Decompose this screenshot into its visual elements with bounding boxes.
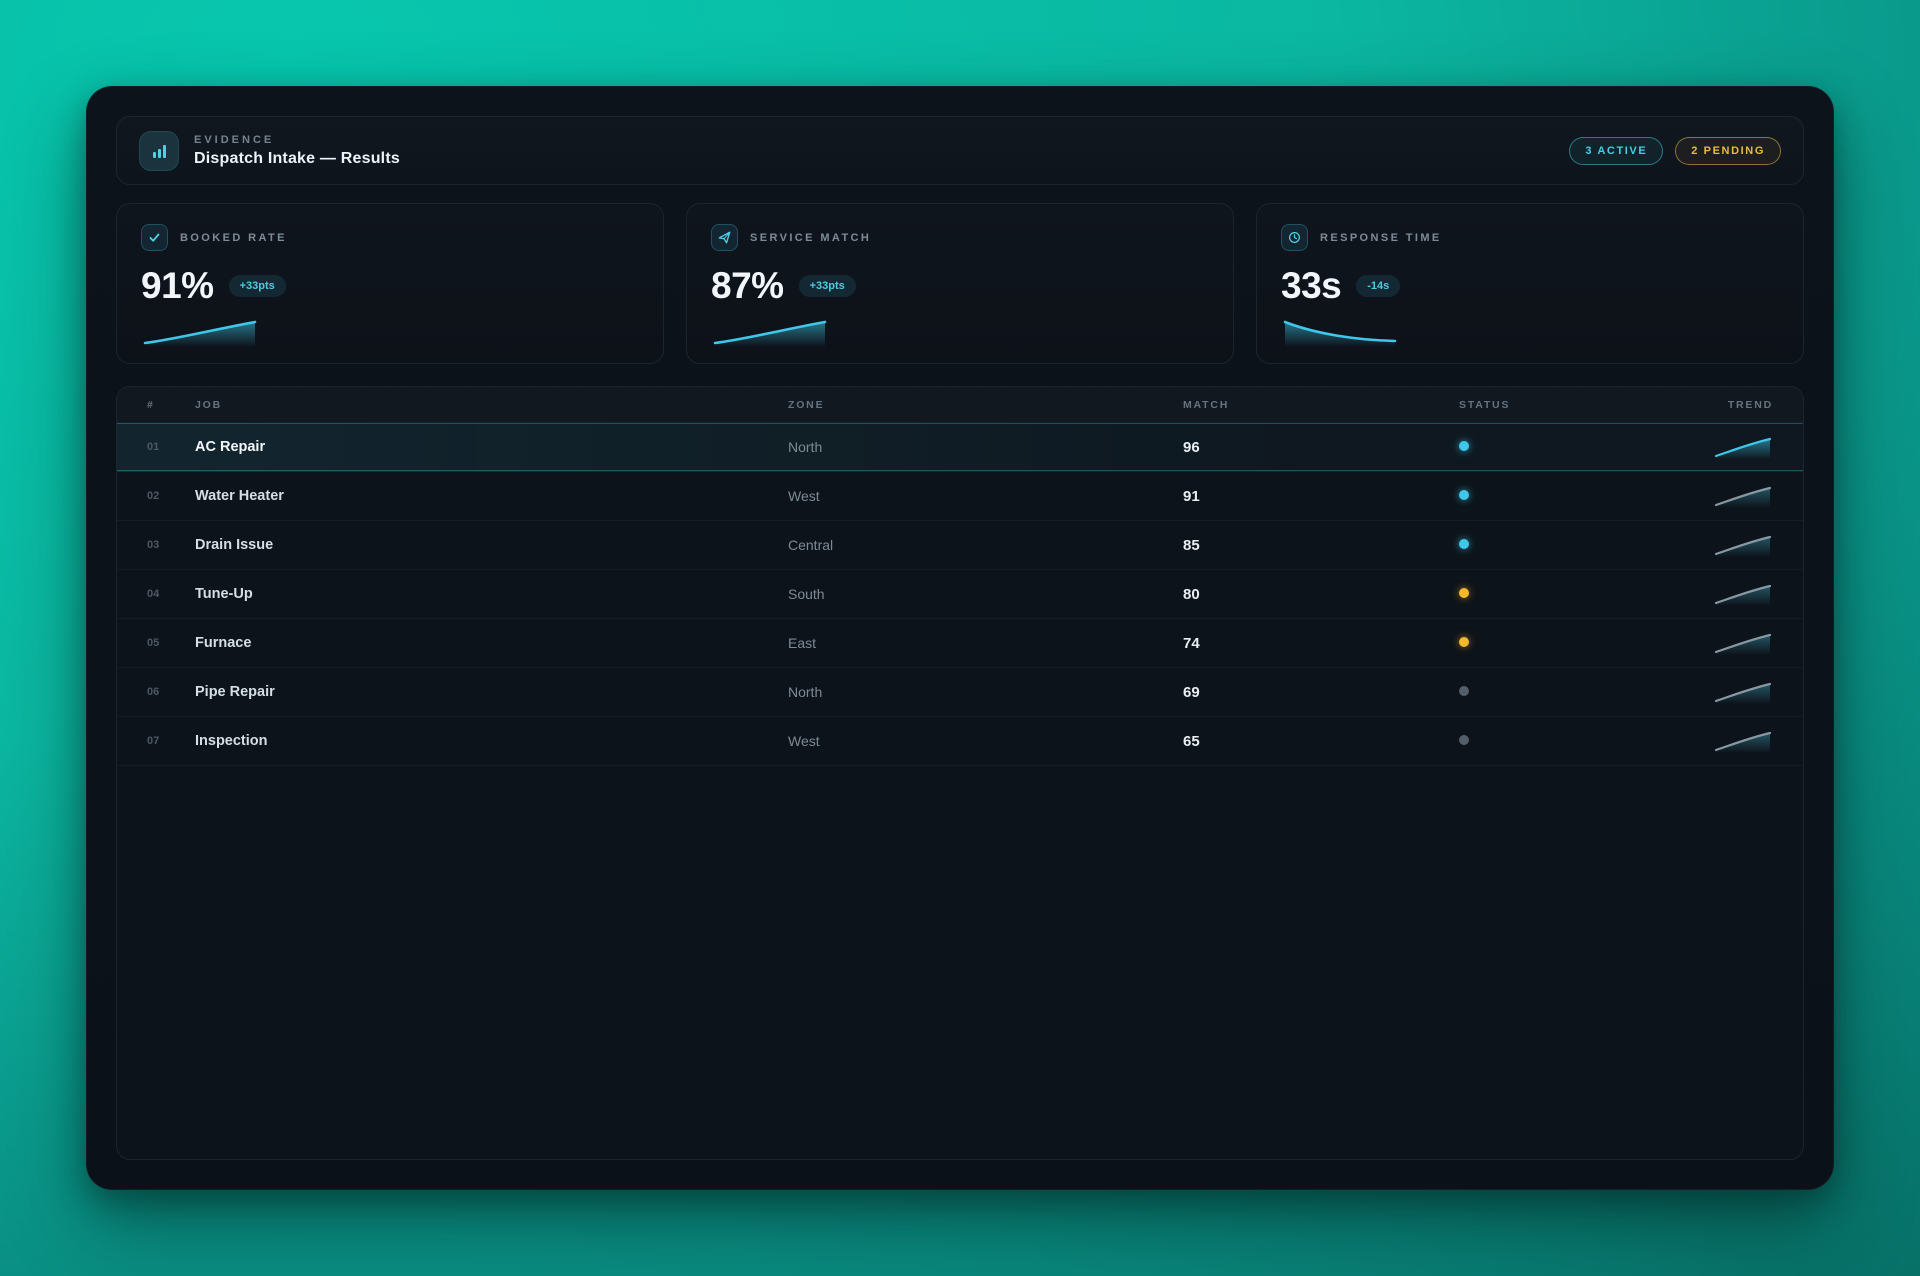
trend-sparkline — [1705, 533, 1773, 557]
status-cell — [1459, 536, 1705, 554]
stat-card-service-match: SERVICE MATCH 87% +33pts — [686, 203, 1234, 364]
trend-sparkline — [1705, 729, 1773, 753]
status-cell — [1459, 585, 1705, 603]
job-name: Drain Issue — [195, 537, 274, 553]
status-cell — [1459, 438, 1705, 456]
trend-sparkline — [1705, 631, 1773, 655]
match-score: 65 — [1183, 732, 1200, 750]
trend-sparkline — [1705, 435, 1773, 459]
stat-delta-badge: -14s — [1356, 275, 1401, 297]
match-score: 74 — [1183, 634, 1200, 652]
table-row[interactable]: 07 Inspection West 65 — [117, 717, 1803, 766]
status-cell — [1459, 683, 1705, 701]
row-number: 03 — [147, 539, 160, 551]
job-name: Tune-Up — [195, 586, 253, 602]
table-header-row: # JOB ZONE MATCH STATUS TREND — [117, 387, 1803, 423]
status-dot — [1459, 588, 1469, 598]
stat-delta-badge: +33pts — [798, 275, 856, 297]
dashboard-window: EVIDENCE Dispatch Intake — Results 3 ACT… — [86, 86, 1834, 1190]
job-name: Furnace — [195, 635, 252, 651]
status-cell — [1459, 634, 1705, 652]
trend-up-sparkline — [141, 317, 639, 347]
trend-down-sparkline — [1281, 317, 1779, 347]
trend-up-sparkline — [711, 317, 1209, 347]
column-header-job: JOB — [195, 398, 222, 411]
match-score: 80 — [1183, 585, 1200, 603]
row-number: 04 — [147, 588, 160, 600]
row-number: 05 — [147, 637, 160, 649]
status-dot — [1459, 539, 1469, 549]
stat-cards: BOOKED RATE 91% +33pts — [116, 203, 1804, 364]
stat-value: 33s — [1281, 265, 1342, 306]
column-header-match: MATCH — [1183, 398, 1230, 411]
job-name: Pipe Repair — [195, 684, 275, 700]
bar-chart-icon — [139, 130, 179, 171]
column-header-zone: ZONE — [788, 398, 825, 411]
zone-label: East — [788, 635, 817, 651]
stat-label: SERVICE MATCH — [750, 231, 872, 244]
table-row[interactable]: 03 Drain Issue Central 85 — [117, 521, 1803, 570]
status-dot — [1459, 735, 1469, 745]
send-icon — [711, 224, 738, 251]
match-score: 91 — [1183, 487, 1200, 505]
trend-sparkline — [1705, 484, 1773, 508]
match-score: 96 — [1183, 438, 1200, 456]
status-cell — [1459, 487, 1705, 505]
table-row[interactable]: 01 AC Repair North 96 — [117, 423, 1803, 472]
page-title: Dispatch Intake — Results — [194, 149, 400, 167]
zone-label: South — [788, 586, 825, 602]
zone-label: Central — [788, 537, 834, 553]
zone-label: North — [788, 684, 823, 700]
row-number: 02 — [147, 490, 160, 502]
header-badges: 3 ACTIVE 2 PENDING — [1569, 136, 1781, 165]
column-header-num: # — [147, 398, 155, 411]
check-icon — [141, 224, 168, 251]
stat-delta-badge: +33pts — [228, 275, 286, 297]
active-count-badge[interactable]: 3 ACTIVE — [1569, 136, 1664, 165]
job-name: Water Heater — [195, 488, 284, 504]
job-name: Inspection — [195, 733, 268, 749]
column-header-trend: TREND — [1727, 398, 1773, 411]
header-titles: EVIDENCE Dispatch Intake — Results — [194, 134, 400, 168]
trend-sparkline — [1705, 582, 1773, 606]
trend-sparkline — [1705, 680, 1773, 704]
table-row[interactable]: 04 Tune-Up South 80 — [117, 570, 1803, 619]
zone-label: North — [788, 439, 823, 455]
zone-label: West — [788, 488, 820, 504]
stat-card-booked-rate: BOOKED RATE 91% +33pts — [116, 203, 664, 364]
status-cell — [1459, 732, 1705, 750]
table-row[interactable]: 05 Furnace East 74 — [117, 619, 1803, 668]
row-number: 06 — [147, 686, 160, 698]
table-row[interactable]: 02 Water Heater West 91 — [117, 472, 1803, 521]
match-score: 85 — [1183, 536, 1200, 554]
stat-label: RESPONSE TIME — [1320, 231, 1442, 244]
job-name: AC Repair — [195, 439, 266, 455]
status-dot — [1459, 637, 1469, 647]
clock-icon — [1281, 224, 1308, 251]
stat-card-response-time: RESPONSE TIME 33s -14s — [1256, 203, 1804, 364]
stat-value: 91% — [141, 265, 214, 306]
results-table: # JOB ZONE MATCH STATUS TREND 01 AC Repai… — [116, 386, 1804, 1160]
match-score: 69 — [1183, 683, 1200, 701]
status-dot — [1459, 686, 1469, 696]
pending-count-badge[interactable]: 2 PENDING — [1675, 136, 1781, 165]
row-number: 01 — [147, 441, 160, 453]
row-number: 07 — [147, 735, 160, 747]
status-dot — [1459, 441, 1469, 451]
table-row[interactable]: 06 Pipe Repair North 69 — [117, 668, 1803, 717]
column-header-status: STATUS — [1459, 398, 1511, 411]
status-dot — [1459, 490, 1469, 500]
header-eyebrow: EVIDENCE — [194, 133, 275, 146]
stat-label: BOOKED RATE — [180, 231, 287, 244]
stat-value: 87% — [711, 265, 784, 306]
table-body: 01 AC Repair North 96 02 Water Heater West 91 03… — [117, 423, 1803, 766]
header-bar: EVIDENCE Dispatch Intake — Results 3 ACT… — [116, 116, 1804, 185]
zone-label: West — [788, 733, 820, 749]
